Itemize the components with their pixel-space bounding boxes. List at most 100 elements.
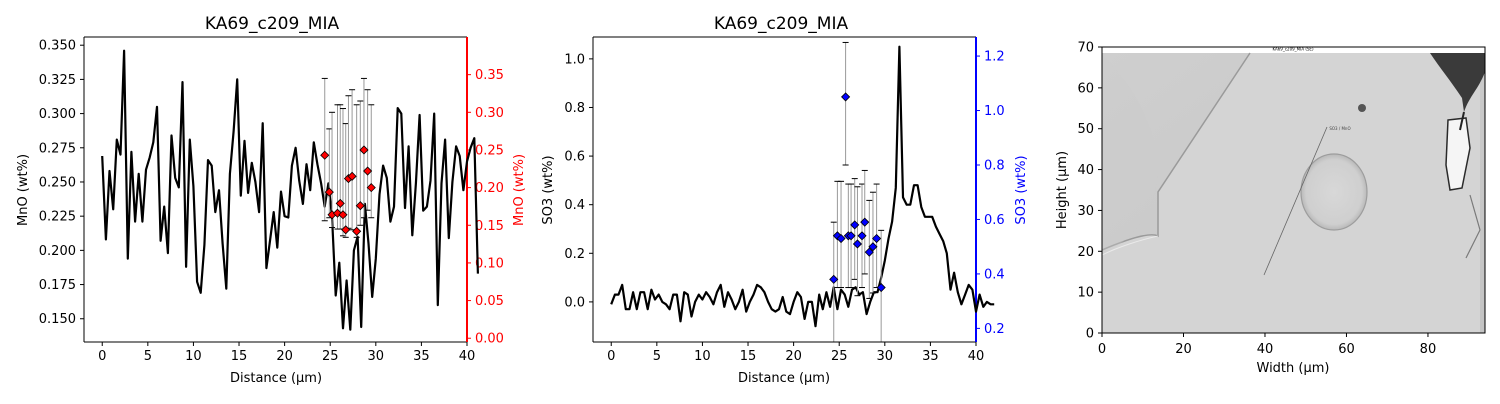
- sem-y-tick-label: 30: [1077, 204, 1094, 219]
- mno-point-marker: [359, 145, 369, 155]
- sem-x-axis-label: Width (µm): [1257, 361, 1330, 376]
- mno-y-axis-label: MnO (wt%): [16, 154, 31, 226]
- mno-y-tick-label: 0.200: [39, 244, 76, 259]
- so3-point-marker: [860, 217, 870, 227]
- mno-point-marker: [338, 210, 348, 220]
- mno-x-tick-label: 10: [185, 349, 202, 364]
- mno-right-tick-label: 0.25: [475, 143, 504, 158]
- so3-right-tick-label: 1.2: [984, 50, 1005, 65]
- sem-x-tick-label: 80: [1420, 342, 1437, 357]
- so3-chart-title: KA69_c209_MIA: [714, 14, 849, 34]
- mno-right-tick-label: 0.10: [475, 256, 504, 271]
- mno-point-marker: [352, 226, 362, 236]
- mno-y-tick-label: 0.325: [39, 73, 76, 88]
- sem-image-axes: 0 20 40 60 80 0 10 20 30 40 50 60 70: [1077, 41, 1486, 357]
- so3-point-marker: [876, 282, 886, 293]
- so3-profile-line: [610, 45, 995, 328]
- mno-point-marker: [366, 183, 376, 193]
- so3-point-marker: [850, 220, 860, 230]
- sem-y-tick-label: 40: [1077, 163, 1094, 178]
- mno-right-tick-label: 0.05: [475, 294, 504, 309]
- mno-chart-plot-area: 0 5 10 15 20 25 30 35 40 0.150 0.175 0.200 0.225 0.25…: [39, 36, 504, 364]
- so3-point-marker: [864, 247, 874, 257]
- mno-y-tick-label: 0.275: [39, 141, 76, 156]
- so3-point-marker: [836, 233, 846, 244]
- mno-x-axis-label: Distance (µm): [230, 371, 322, 386]
- mno-right-tick-label: 0.30: [475, 106, 504, 121]
- mno-y-tick-label: 0.175: [39, 278, 76, 293]
- sem-image: [1102, 47, 1485, 333]
- mno-y-tick-label: 0.250: [39, 175, 76, 190]
- so3-y-tick-label: 1.0: [564, 52, 585, 67]
- so3-x-axis-label: Distance (µm): [738, 371, 830, 386]
- so3-x-tick-label: 10: [694, 349, 711, 364]
- so3-point-marker: [872, 233, 882, 244]
- so3-y-tick-label: 0.2: [564, 247, 585, 262]
- so3-point-marker: [841, 92, 851, 102]
- mno-point-marker: [341, 225, 351, 235]
- mno-x-tick-label: 30: [368, 349, 385, 364]
- so3-right-tick-label: 1.0: [984, 104, 1005, 119]
- mno-x-tick-label: 15: [231, 349, 248, 364]
- mno-right-tick-label: 0.15: [475, 219, 504, 234]
- sem-image-panel: KA69_c209_MIA (SE) SO3 / MnO 0 20 40 60 80 0 1…: [1055, 41, 1486, 376]
- sem-image-title: KA69_c209_MIA (SE): [1272, 47, 1313, 52]
- so3-x-tick-label: 5: [653, 349, 661, 364]
- so3-x-tick-label: 25: [831, 349, 848, 364]
- so3-chart-plot-area: 0 5 10 15 20 25 30 35 40 0.0 0.2 0.4 0.6 0.8 1.0 0.2 0.4…: [564, 36, 1005, 364]
- so3-x-tick-label: 40: [968, 349, 985, 364]
- mno-right-tick-label: 0.20: [475, 181, 504, 196]
- so3-x-tick-label: 35: [922, 349, 939, 364]
- so3-y-axis-label: SO3 (wt%): [541, 155, 556, 224]
- sem-y-tick-label: 10: [1077, 286, 1094, 301]
- so3-right-tick-label: 0.8: [984, 158, 1005, 173]
- sem-y-tick-label: 50: [1077, 122, 1094, 137]
- sem-x-tick-label: 60: [1338, 342, 1355, 357]
- mno-point-marker: [335, 198, 345, 208]
- mno-x-tick-label: 20: [276, 349, 293, 364]
- mno-x-tick-label: 0: [98, 349, 106, 364]
- mno-chart-title: KA69_c209_MIA: [205, 14, 340, 34]
- mno-y-tick-label: 0.300: [39, 107, 76, 122]
- sem-y-tick-label: 60: [1077, 81, 1094, 96]
- mno-x-tick-label: 5: [144, 349, 152, 364]
- so3-x-tick-label: 30: [877, 349, 894, 364]
- sem-profile-annotation: SO3 / MnO: [1329, 126, 1350, 131]
- mno-x-tick-label: 25: [322, 349, 339, 364]
- mno-point-marker: [347, 171, 357, 181]
- so3-point-marker: [852, 239, 863, 249]
- so3-x-tick-label: 15: [740, 349, 757, 364]
- mno-point-marker: [324, 187, 334, 197]
- so3-y-tick-label: 0.6: [564, 150, 585, 165]
- mno-chart: KA69_c209_MIA 0 5 10 15 20 25 30 35 40 0.150 0.175…: [16, 14, 527, 386]
- so3-y-tick-label: 0.8: [564, 101, 585, 116]
- so3-x-tick-label: 20: [785, 349, 802, 364]
- so3-point-marker: [868, 242, 878, 252]
- sem-x-tick-label: 0: [1098, 342, 1106, 357]
- so3-point-marker: [857, 231, 867, 241]
- so3-y-tick-label: 0.4: [564, 198, 585, 213]
- mno-y-tick-label: 0.350: [39, 39, 76, 54]
- sem-y-tick-label: 70: [1077, 41, 1094, 56]
- mno-point-marker: [363, 166, 373, 176]
- sem-y-axis-label: Height (µm): [1055, 151, 1070, 229]
- mno-point-marker: [355, 201, 365, 211]
- so3-chart: KA69_c209_MIA 0 5 10 15 20 25 30 35 40 0.0 0.2 0.4 0…: [541, 14, 1029, 386]
- so3-point-marker: [846, 231, 856, 241]
- mno-right-tick-label: 0.35: [475, 68, 504, 83]
- so3-right-tick-label: 0.4: [984, 267, 1005, 282]
- mno-profile-line: [101, 49, 479, 331]
- so3-right-tick-label: 0.6: [984, 213, 1005, 228]
- so3-point-marker: [829, 274, 839, 284]
- sem-image-frame: [1101, 46, 1486, 334]
- sem-y-tick-label: 0: [1086, 327, 1094, 342]
- mno-x-tick-label: 40: [459, 349, 476, 364]
- mno-y-tick-label: 0.150: [39, 312, 76, 327]
- so3-x-tick-label: 0: [607, 349, 615, 364]
- mno-x-tick-label: 35: [413, 349, 430, 364]
- mno-right-axis-label: MnO (wt%): [512, 154, 527, 226]
- mno-y-tick-label: 0.225: [39, 210, 76, 225]
- so3-y-tick-label: 0.0: [564, 295, 585, 310]
- sem-y-tick-label: 20: [1077, 245, 1094, 260]
